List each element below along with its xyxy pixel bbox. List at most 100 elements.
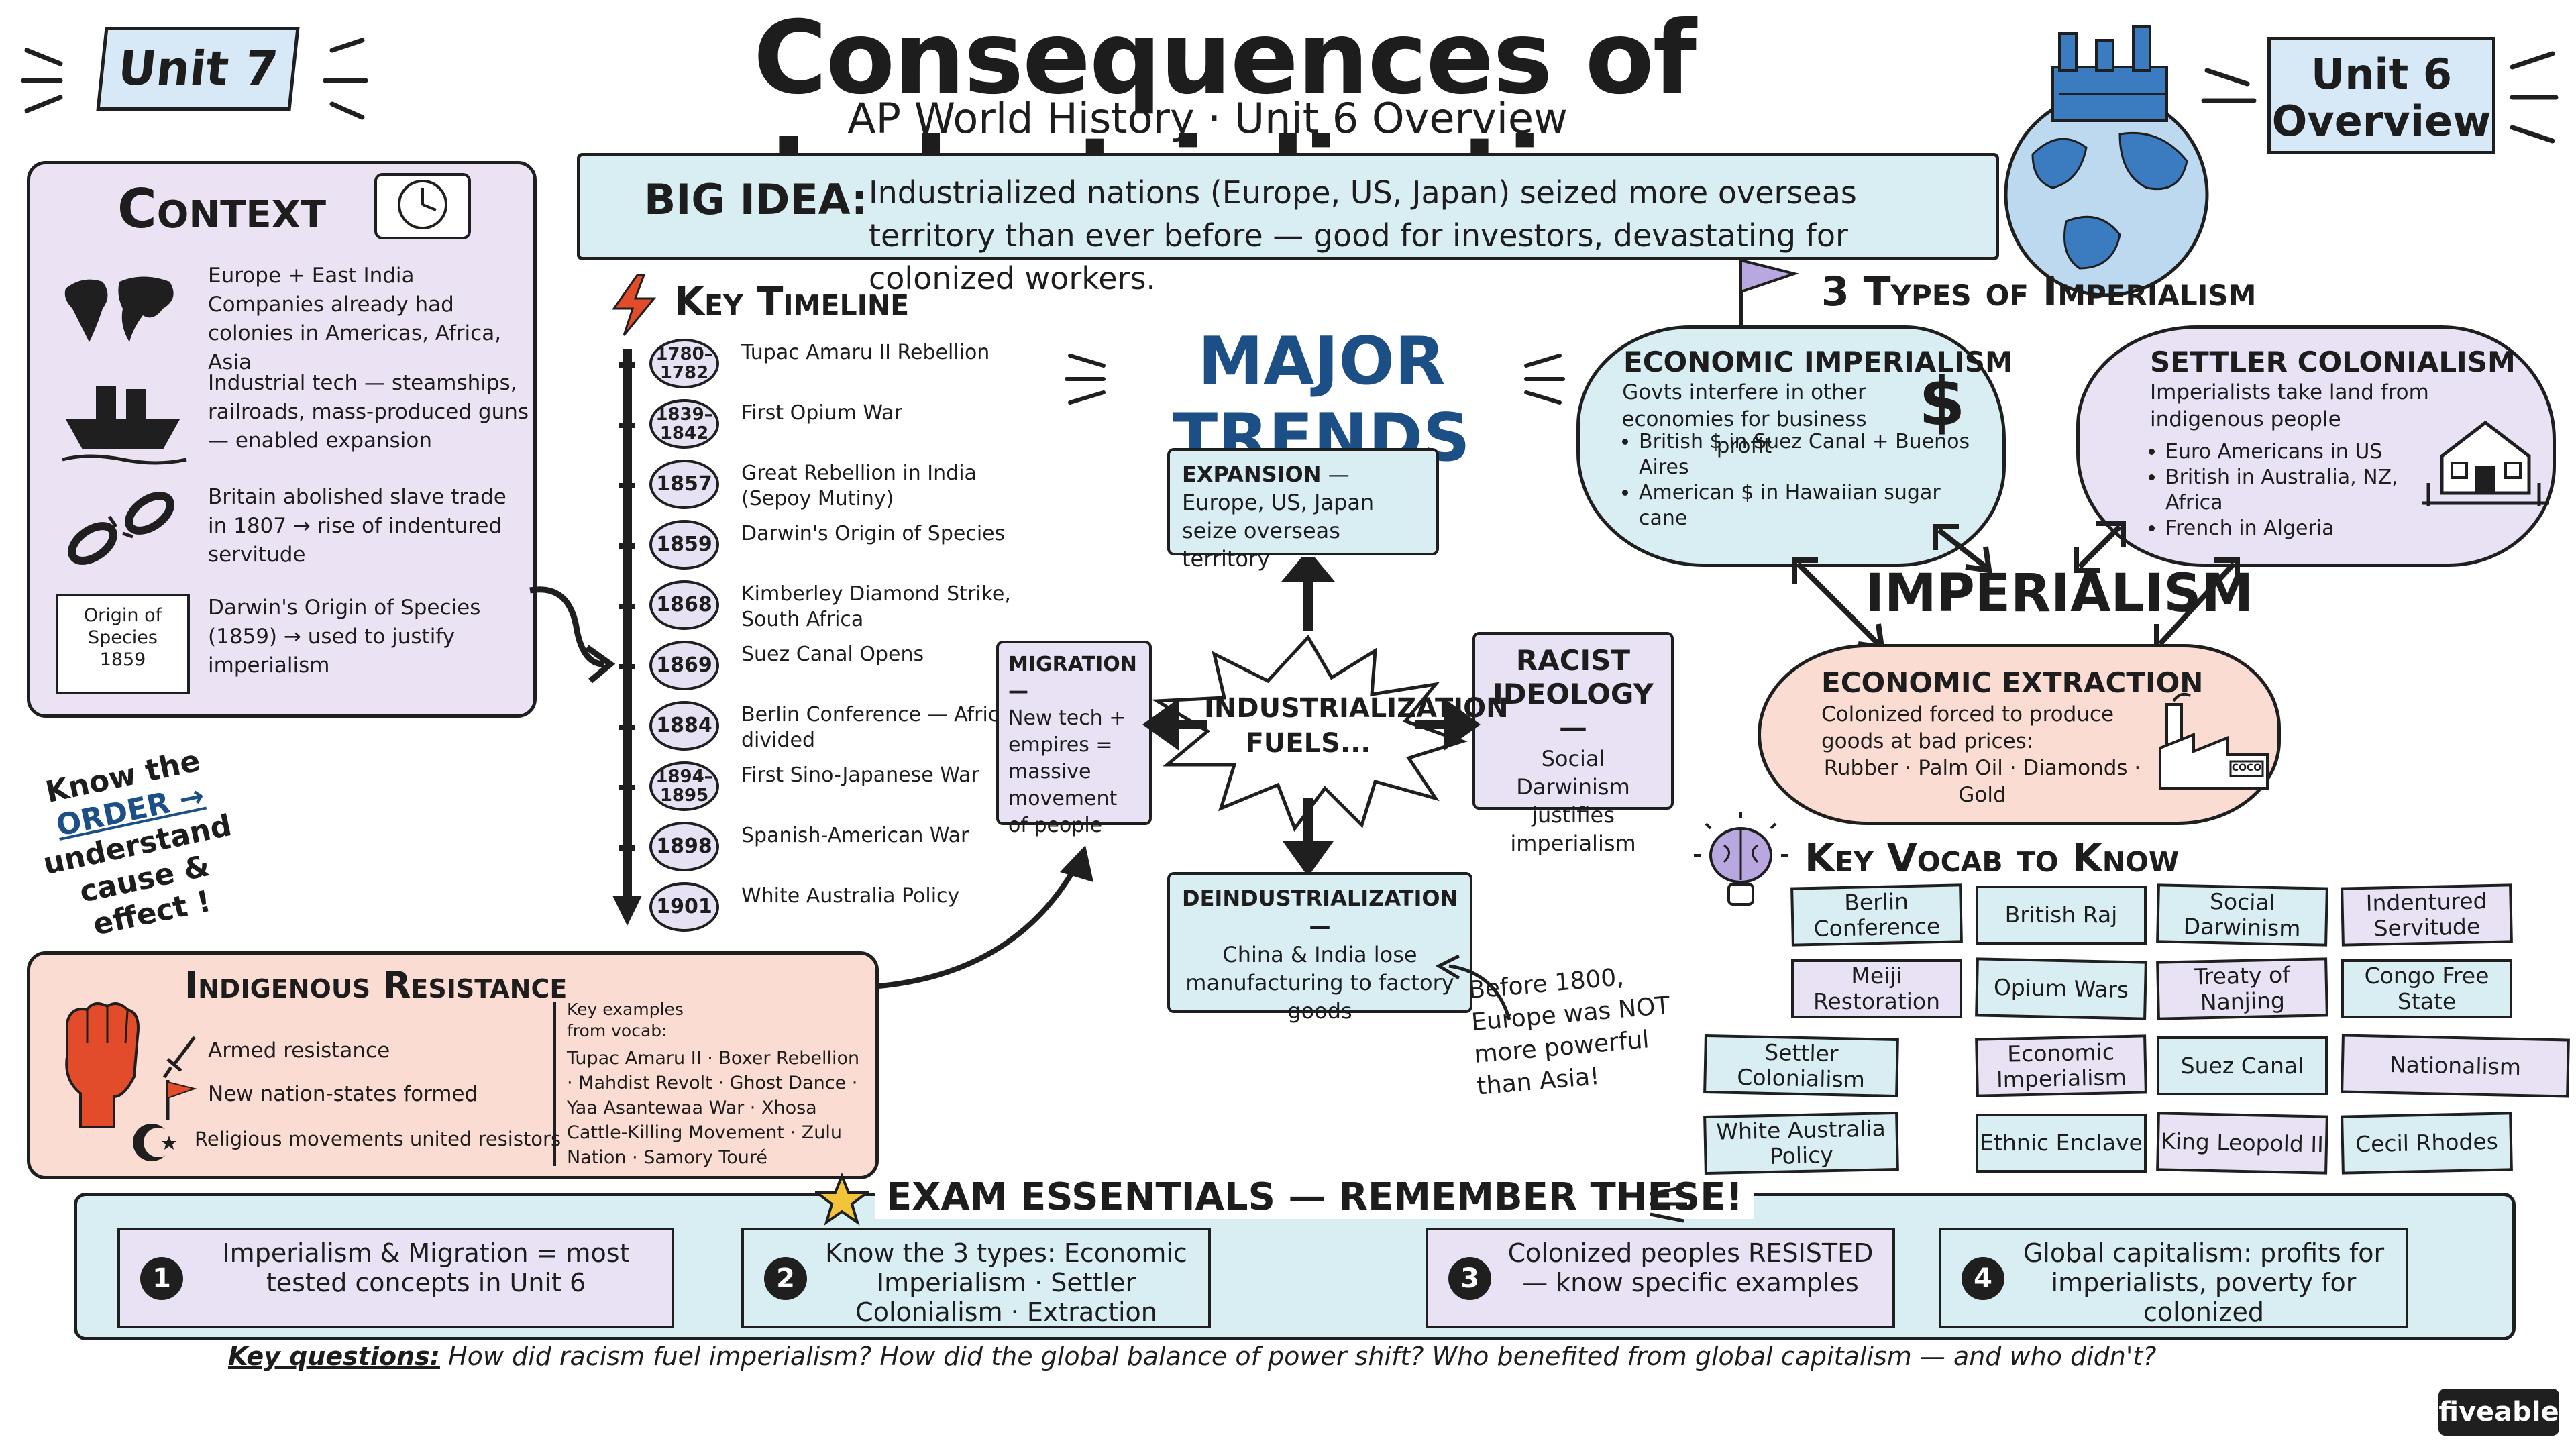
economic-imperialism-text: Govts interfere in other economies for b… [1621,380,1867,458]
economic-imperialism-bullets: British $ in Suez Canal + Buenos Aires A… [1620,429,1988,531]
resistance-title: Indigenous Resistance [184,964,568,1006]
dollar-sign-icon: $ [1919,362,1966,441]
economic-extraction-text: Colonized forced to produce goods at bad… [1821,702,2114,753]
lightning-icon [612,274,657,336]
clock-scroll-icon [374,173,471,239]
economic-bullet-1: British $ in Suez Canal + Buenos Aires [1639,429,1988,480]
settler-bullet-3: French in Algeria [2165,516,2454,541]
exam-item-text: Colonized peoples RESISTED — know specif… [1507,1238,1874,1297]
big-idea-banner: BIG IDEA: Industrialized nations (Europe… [577,153,1999,297]
key-questions: Key questions: How did racism fuel imper… [228,1342,2375,1371]
vocab-term: Treaty of Nanjing [2156,957,2328,1020]
note-arrow [1435,954,1511,1020]
exam-dashes [1650,1185,1687,1223]
broken-chain-icon [68,492,174,565]
vocab-term: Suez Canal [2157,1036,2328,1095]
brain-bulb-icon [1694,812,1788,906]
trend-expansion: EXPANSION — Europe, US, Japan seize over… [1167,448,1439,572]
resistance-to-migration-arrow [878,845,1093,989]
resistance-divider [553,1002,556,1166]
vocab-term: King Leopold II [2156,1112,2328,1175]
timeline-event: Darwin's Origin of Species [741,522,1006,545]
expansion-head: EXPANSION [1182,462,1322,487]
book-label-2: Species [88,627,158,648]
unit-right-line1: Unit 6 [2310,50,2453,99]
migration-text: New tech + empires = massive movement of… [1008,706,1126,837]
right-dashes [2201,68,2257,103]
settler-colonialism-text: Imperialists take land from indigenous p… [2150,380,2429,431]
timeline-axis [612,349,642,926]
resistance-item-2: New nation-states formed [208,1082,478,1106]
fiveable-logo: fiveable [2438,1389,2559,1436]
timeline-event: Berlin Conference — Africa divided [741,703,1012,752]
unit-right-tag: Unit 6 Overview [2267,37,2496,154]
before-1800-note: Before 1800, Europe was NOT more powerfu… [1467,963,1672,1101]
racist-head: RACIST IDEOLOGY — [1493,644,1654,744]
timeline-date: 1884 [649,701,719,751]
exam-item: 4 Global capitalism: profits for imperial… [1939,1228,2408,1328]
timeline-event: Tupac Amaru II Rebellion [741,341,990,364]
exam-item-number: 4 [1962,1257,2004,1300]
timeline-event: Great Rebellion in India (Sepoy Mutiny) [741,462,977,511]
timeline-event: Spanish-American War [741,824,969,847]
key-questions-text: How did racism fuel imperialism? How did… [448,1342,2157,1371]
trend-migration: MIGRATION — New tech + empires = massive… [996,641,1152,837]
globe-factory-icon [2004,25,2209,297]
trend-arrows [1142,557,1481,872]
settler-bullet-2: British in Australia, NZ, Africa [2165,465,2454,516]
know-order-note: Know the ORDER → understand cause & effe… [17,739,257,953]
timeline-date: 1894–1895 [649,761,719,811]
context-item-2: Industrial tech — steamships, railroads,… [208,371,529,453]
page-subtitle: AP World History · Unit 6 Overview [847,94,1568,143]
vocab-term: Berlin Conference [1790,883,1963,947]
unit-left-tag: Unit 7 [96,27,300,111]
timeline-date: 1868 [649,580,719,630]
context-item-3: Britain abolished slave trade in 1807 → … [208,485,506,567]
exam-item: 3 Colonized peoples RESISTED — know speci… [1426,1228,1895,1328]
exam-item-number: 2 [764,1257,807,1300]
exam-item-text: Global capitalism: profits for imperiali… [2023,1238,2385,1327]
imperialism-types-title: 3 Types of Imperialism [1821,268,2257,315]
timeline-date: 1869 [649,641,719,690]
deind-text: China & India lose manufacturing to fact… [1185,942,1454,1024]
vocab-term: Congo Free State [2341,959,2512,1018]
vocab-term: Opium Wars [1975,957,2147,1020]
vocab-term: Indentured Servitude [2341,883,2513,947]
examples-text: Tupac Amaru II · Boxer Rebellion · Mahdi… [567,1048,860,1168]
resistance-item-1: Armed resistance [208,1038,390,1063]
vocab-term: White Australia Policy [1703,1111,1899,1175]
vocab-title: Key Vocab to Know [1805,835,2180,881]
context-arrow-icon [529,586,616,684]
star-icon [815,1173,869,1226]
center-burst [1151,634,1468,832]
vocab-term: Economic Imperialism [1975,1034,2147,1097]
exam-item-text: Imperialism & Migration = most tested co… [222,1238,630,1297]
house-fence-icon [2422,420,2549,506]
timeline-date: 1839–1842 [649,399,719,449]
settler-bullet-1: Euro Americans in US [2165,439,2454,465]
vocab-term: Settler Colonialism [1703,1034,1899,1098]
key-questions-label: Key questions: [228,1342,440,1371]
vocab-term: Nationalism [2341,1034,2570,1098]
timeline-date: 1898 [649,822,719,871]
trend-deindustrialization: DEINDUSTRIALIZATION — China & India lose… [1167,872,1472,1024]
racist-text: Social Darwinism justifies imperialism [1510,746,1636,856]
context-item-4: Darwin's Origin of Species (1859) → used… [208,596,481,678]
vocab-term: British Raj [1976,885,2147,945]
vocab-term: Social Darwinism [2156,883,2328,947]
timeline-heading: Key Timeline [674,278,910,324]
exam-item: 2 Know the 3 types: Economic Imperialism … [741,1228,1211,1328]
world-map-icon [64,276,174,342]
right-dashes-2 [2510,51,2559,144]
timeline-event: White Australia Policy [741,884,960,908]
raised-fist-icon [65,1002,140,1128]
trends-dashes-left [1065,354,1106,405]
deind-head: DEINDUSTRIALIZATION — [1182,885,1458,939]
factory-icon [2159,692,2269,790]
timeline-date: 1780–1782 [649,339,719,388]
unit-right-line2: Overview [2271,97,2491,146]
timeline-date: 1857 [649,460,719,509]
timeline-title: Key Timeline [674,278,909,324]
vocab-term: Meiji Restoration [1791,959,1962,1018]
timeline-date: 1901 [649,882,719,932]
